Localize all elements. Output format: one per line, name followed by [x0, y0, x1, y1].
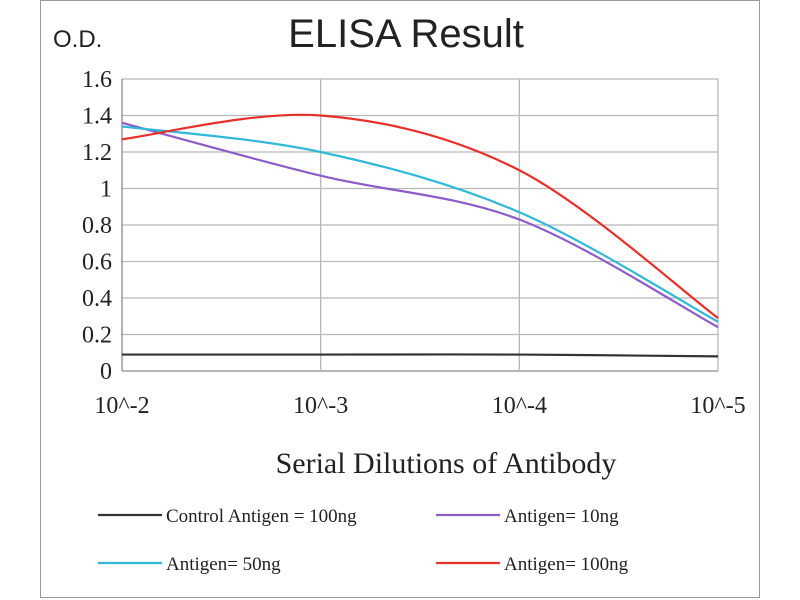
elisa-line-chart: ELISA Result O.D. Serial Dilutions of An…: [53, 12, 746, 575]
x-tick-label: 10^-2: [94, 393, 149, 419]
x-axis-label: Serial Dilutions of Antibody: [276, 447, 617, 480]
y-tick-label: 0.8: [82, 213, 112, 239]
y-tick-label: 1.4: [82, 104, 112, 130]
x-tick-label: 10^-4: [492, 393, 547, 419]
x-tick-label: 10^-3: [293, 393, 348, 419]
legend-label-antigen-100ng: Antigen= 100ng: [504, 554, 629, 575]
series-line-antigen-100ng: [121, 113, 719, 319]
y-tick-label: 1: [100, 177, 112, 203]
y-tick-label: 0.6: [82, 250, 112, 276]
legend-label-control-antigen-100ng: Control Antigen = 100ng: [166, 506, 357, 527]
series-line-antigen-10ng: [121, 121, 719, 329]
x-tick-label: 10^-5: [690, 393, 745, 419]
legend-label-antigen-10ng: Antigen= 10ng: [504, 506, 619, 527]
y-tick-label: 0.4: [82, 286, 112, 312]
y-tick-label: 1.2: [82, 140, 112, 166]
y-tick-label: 0.2: [82, 323, 112, 349]
plot-area: 0 0.2 0.4 0.6 0.8 1 1.2 1.4 1.6 10^-2 10^-3 10^-4 10…: [82, 67, 746, 419]
chart-title: ELISA Result: [288, 12, 524, 56]
y-tick-label: 0: [100, 359, 112, 385]
y-axis-label: O.D.: [53, 26, 102, 53]
legend-label-antigen-50ng: Antigen= 50ng: [166, 554, 281, 575]
series-line-antigen-50ng: [121, 125, 719, 323]
legend: Control Antigen = 100ng Antigen= 10ng Anti…: [98, 506, 629, 575]
chart-frame: ELISA Result O.D. Serial Dilutions of An…: [40, 0, 760, 598]
y-tick-label: 1.6: [82, 67, 112, 93]
series-line-control-antigen-100ng: [122, 353, 719, 358]
